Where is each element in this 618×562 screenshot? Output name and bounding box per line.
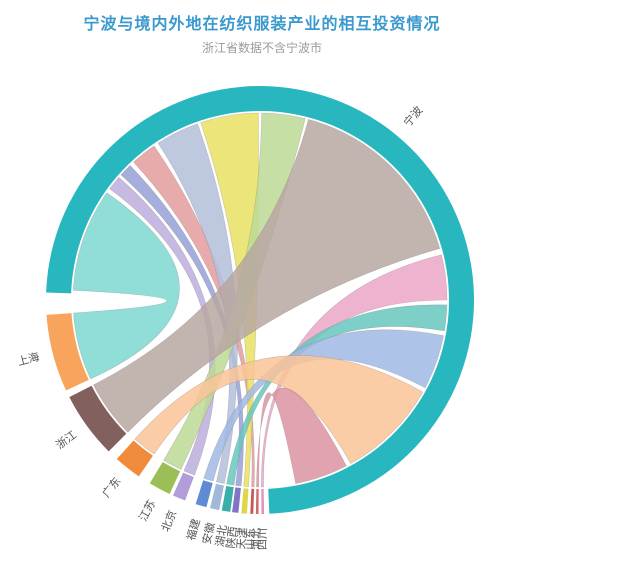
node-label-陕西: 陕西 [223,526,239,549]
node-label-北京: 北京 [158,508,179,534]
node-label-广东: 广东 [100,475,124,500]
chord-ribbon-宁波-陕西[interactable] [120,165,244,487]
node-arc-福建[interactable] [195,480,213,508]
node-arc-陕西[interactable] [232,487,241,513]
node-arc-天津[interactable] [241,488,249,514]
node-label-山东: 山东 [243,528,257,550]
chord-ribbon-宁波-湖北[interactable] [226,304,448,486]
node-label-四川: 四川 [256,528,269,550]
chord-ribbon-宁波-北京[interactable] [109,176,216,476]
node-label-江苏: 江苏 [136,498,158,524]
node-label-天津: 天津 [235,527,250,550]
chord-ribbon-宁波-河北[interactable] [256,387,347,488]
node-arc-安徽[interactable] [210,483,224,511]
node-arc-北京[interactable] [172,472,194,501]
node-label-上海: 上海 [16,349,41,368]
chord-ribbon-宁波-上海[interactable] [72,192,180,380]
node-label-浙江: 浙江 [54,428,79,451]
node-arc-浙江[interactable] [69,385,127,452]
chord-ribbon-宁波-福建[interactable] [203,329,444,482]
chord-ribbon-宁波-四川[interactable] [261,254,448,488]
chord-ribbon-宁波-安徽[interactable] [157,123,238,484]
node-arc-广东[interactable] [116,440,153,477]
node-arc-河北[interactable] [255,488,259,514]
node-arc-山东[interactable] [250,488,255,514]
node-arc-湖北[interactable] [221,485,234,512]
node-arc-上海[interactable] [46,313,89,391]
node-label-宁波: 宁波 [400,103,425,129]
node-label-福建: 福建 [183,517,203,542]
chord-ribbon-宁波-广东[interactable] [134,355,424,464]
node-label-安徽: 安徽 [199,521,217,545]
chord-ribbon-宁波-浙江[interactable] [92,119,441,433]
node-label-湖北: 湖北 [213,524,229,548]
node-label-河北: 河北 [250,528,263,550]
node-arc-江苏[interactable] [149,462,181,494]
node-arc-四川[interactable] [261,488,265,514]
